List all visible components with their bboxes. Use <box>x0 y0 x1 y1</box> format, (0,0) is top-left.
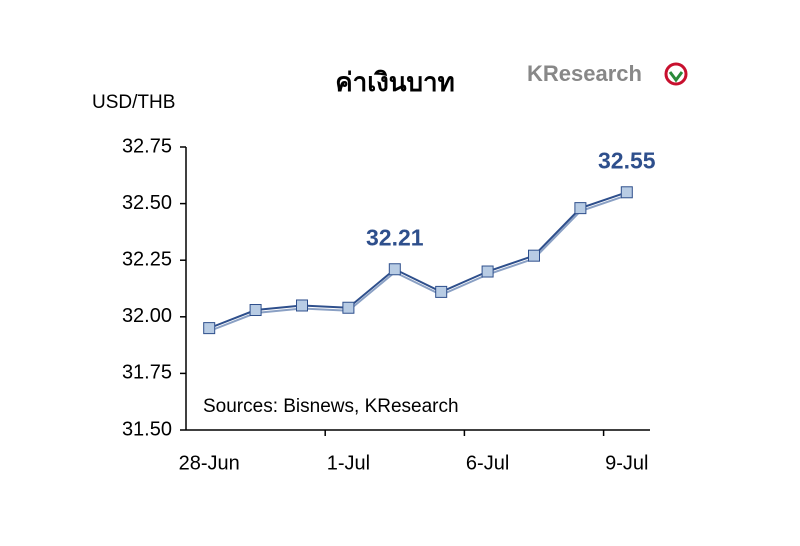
marker <box>574 202 587 215</box>
marker <box>296 299 308 312</box>
marker <box>249 304 262 317</box>
y-tick-label: 32.50 <box>122 192 172 214</box>
x-tick-label: 28-Jun <box>179 452 240 474</box>
x-tick-label: 6-Jul <box>466 452 509 474</box>
logo-leaf <box>668 71 684 83</box>
y-axis-label: USD/THB <box>92 92 175 113</box>
marker <box>388 263 401 276</box>
x-tick-label: 1-Jul <box>327 452 370 474</box>
data-label: 32.21 <box>366 224 424 250</box>
x-tick-label: 9-Jul <box>605 452 648 474</box>
marker <box>435 285 448 298</box>
marker <box>203 322 216 335</box>
marker <box>481 265 494 278</box>
y-tick-label: 31.75 <box>122 362 172 384</box>
y-tick-label: 32.75 <box>122 135 172 157</box>
data-label: 32.55 <box>598 147 656 173</box>
y-tick-label: 32.00 <box>122 305 172 327</box>
marker <box>620 186 633 199</box>
source-note: Sources: Bisnews, KResearch <box>203 396 459 417</box>
y-tick-label: 31.50 <box>122 418 172 440</box>
line-shadow <box>208 194 628 333</box>
marker <box>342 301 355 314</box>
y-tick-label: 32.25 <box>122 248 172 270</box>
chart-title: ค่าเงินบาท <box>335 67 455 97</box>
logo-icon <box>664 62 688 86</box>
logo: KResearch <box>527 61 642 86</box>
marker <box>528 249 540 262</box>
line <box>208 191 628 330</box>
